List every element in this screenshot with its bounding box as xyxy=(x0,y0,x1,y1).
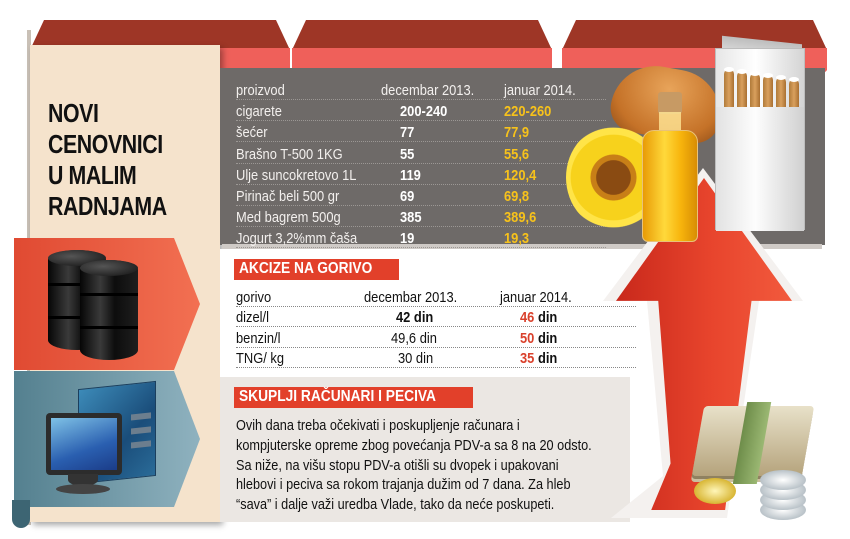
price-panel-shadow xyxy=(222,244,822,249)
oil-barrels-icon xyxy=(48,250,148,365)
table-row: Brašno T-500 1KG 55 55,6 xyxy=(236,142,606,164)
fuel-jan-2014-value: 50 xyxy=(520,329,535,347)
body-line: Sa niže, na višu stopu PDV-a otišli su d… xyxy=(236,457,559,474)
body-line: hlebovi i peciva sa rokom trajanja dužim… xyxy=(236,477,571,494)
price-jan-2014: 55,6 xyxy=(504,145,530,163)
table-row: Pirinač beli 500 gr 69 69,8 xyxy=(236,185,606,206)
product-name: šećer xyxy=(236,124,268,142)
table-row: TNG/ kg 30 din 35 din xyxy=(236,348,636,368)
price-dec-2013: 77 xyxy=(400,124,415,142)
product-name: Pirinač beli 500 gr xyxy=(236,187,340,205)
price-dec-2013: 385 xyxy=(400,209,422,227)
product-name: cigarete xyxy=(236,103,282,121)
product-name: Brašno T-500 1KG xyxy=(236,145,343,163)
computers-section-title-text: SKUPLJI RAČUNARI I PECIVA xyxy=(239,388,436,405)
body-line: kompjuterske opreme zbog povećanja PDV-a… xyxy=(236,437,592,454)
price-dec-2013: 55 xyxy=(400,145,415,163)
price-dec-2013: 69 xyxy=(400,187,415,205)
fuel-unit: din xyxy=(538,309,558,326)
oil-bottle-icon xyxy=(642,92,698,244)
fuel-table: gorivo decembar 2013. januar 2014. dizel… xyxy=(236,286,636,368)
fuel-dec-2013: 42 din xyxy=(396,309,434,326)
column-header: decembar 2013. xyxy=(363,288,458,306)
headline: NOVI CENOVNICI U MALIM RADNJAMA xyxy=(48,98,167,222)
price-jan-2014: 69,8 xyxy=(504,187,530,205)
price-table-header: proizvod decembar 2013. januar 2014. xyxy=(236,82,606,100)
product-name: Ulje suncokretovo 1L xyxy=(236,166,357,184)
price-jan-2014: 19,3 xyxy=(504,230,530,248)
fuel-type: TNG/ kg xyxy=(236,350,285,367)
awning-middle xyxy=(292,20,552,75)
product-name: Med bagrem 500g xyxy=(236,209,341,227)
fuel-unit: din xyxy=(538,329,558,347)
cigarette-pack-icon xyxy=(715,48,805,231)
column-header: januar 2014. xyxy=(504,82,576,99)
column-header: proizvod xyxy=(236,82,285,99)
gold-coin-icon xyxy=(694,478,736,504)
table-row: benzin/l 49,6 din 50 din xyxy=(236,327,636,348)
monitor-base xyxy=(56,484,110,494)
headline-line: CENOVNICI xyxy=(48,129,163,159)
table-row: šećer 77 77,9 xyxy=(236,121,606,143)
fuel-type: benzin/l xyxy=(236,329,281,347)
column-header: januar 2014. xyxy=(500,288,573,306)
fuel-unit: din xyxy=(538,350,558,367)
price-jan-2014: 120,4 xyxy=(504,166,537,184)
fuel-section-title: AKCIZE NA GORIVO xyxy=(234,259,399,280)
fuel-dec-2013: 49,6 din xyxy=(391,329,438,347)
fuel-jan-2014-value: 46 xyxy=(520,309,535,326)
price-dec-2013: 200-240 xyxy=(400,103,448,121)
fuel-table-header: gorivo decembar 2013. januar 2014. xyxy=(236,286,636,307)
fuel-type: dizel/l xyxy=(236,309,269,326)
table-row: Ulje suncokretovo 1L 119 120,4 xyxy=(236,164,606,185)
headline-line: NOVI xyxy=(48,98,99,128)
computers-section-title: SKUPLJI RAČUNARI I PECIVA xyxy=(234,387,474,408)
fuel-jan-2014-value: 35 xyxy=(520,350,535,367)
price-jan-2014: 389,6 xyxy=(504,209,537,227)
headline-line: RADNJAMA xyxy=(48,191,167,221)
price-jan-2014: 220-260 xyxy=(504,103,552,121)
table-row: dizel/l 42 din 46 din xyxy=(236,307,636,327)
fuel-dec-2013: 30 din xyxy=(397,350,433,367)
price-dec-2013: 19 xyxy=(400,230,415,248)
monitor-stand xyxy=(68,474,98,486)
computer-monitor xyxy=(46,413,122,475)
table-row: Med bagrem 500g 385 389,6 xyxy=(236,206,606,228)
headline-line: U MALIM xyxy=(48,160,137,190)
price-table: proizvod decembar 2013. januar 2014. cig… xyxy=(236,82,606,249)
body-line: Ovih dana treba očekivati i poskupljenje… xyxy=(236,418,520,434)
computers-section-body: Ovih dana treba očekivati i poskupljenje… xyxy=(236,417,636,516)
ribbon-curl xyxy=(12,500,30,528)
product-name: Jogurt 3,2%mm čaša xyxy=(236,230,358,248)
table-row: cigarete 200-240 220-260 xyxy=(236,100,606,122)
body-line: “sava” i dalje važi uredba Vlade, tako d… xyxy=(236,497,555,514)
fuel-section-title-text: AKCIZE NA GORIVO xyxy=(239,260,373,277)
table-row: Jogurt 3,2%mm čaša 19 19,3 xyxy=(236,227,606,249)
column-header: gorivo xyxy=(236,288,272,306)
price-jan-2014: 77,9 xyxy=(504,124,530,142)
price-dec-2013: 119 xyxy=(400,166,421,184)
column-header: decembar 2013. xyxy=(381,82,475,99)
